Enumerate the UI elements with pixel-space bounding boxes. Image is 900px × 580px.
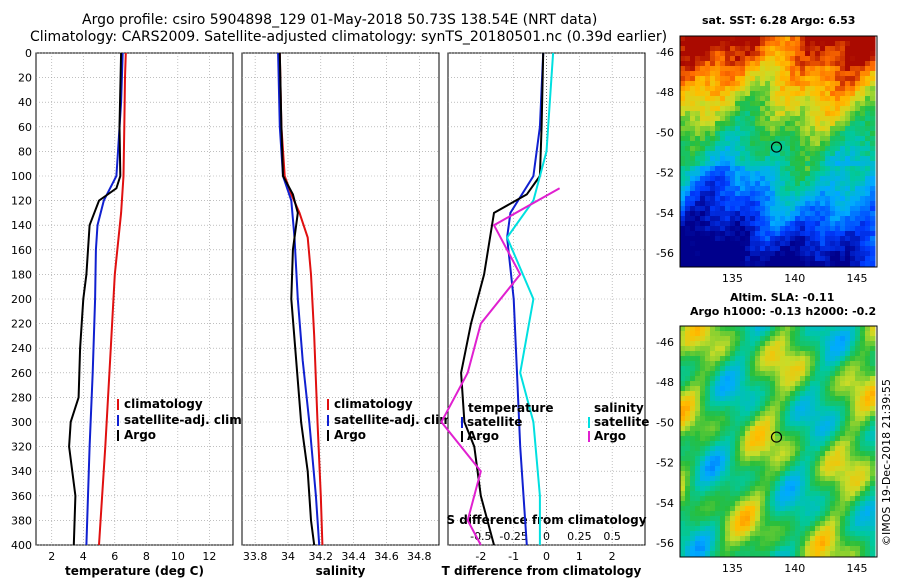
sst-lat-tick: -50 bbox=[656, 126, 674, 139]
depth-tick-label: 40 bbox=[18, 96, 32, 109]
salinity-tick-label: 34.6 bbox=[374, 550, 399, 563]
sla-lat-tick: -52 bbox=[656, 457, 674, 470]
diff-series-1 bbox=[460, 52, 545, 546]
depth-tick-label: 360 bbox=[11, 490, 32, 503]
legend-label: Argo bbox=[467, 429, 499, 443]
sla-map-frame bbox=[679, 325, 878, 558]
depth-tick-label: 140 bbox=[11, 219, 32, 232]
sdiff-tick-label: -0.25 bbox=[499, 530, 527, 543]
salinity-tick-label: 34 bbox=[281, 550, 295, 563]
salinity-tick-label: 33.8 bbox=[243, 550, 268, 563]
depth-tick-label: 120 bbox=[11, 195, 32, 208]
sdiff-axis-label: S difference from climatology bbox=[446, 513, 646, 527]
diff-series-3 bbox=[440, 187, 561, 546]
plot-frame-1 bbox=[35, 52, 234, 546]
sst-map-field bbox=[680, 36, 876, 267]
sla-map-title: Altim. SLA: -0.11 bbox=[730, 291, 835, 304]
sla-map-subtitle: Argo h1000: -0.13 h2000: -0.2 bbox=[690, 305, 877, 318]
sdiff-tick-label: 0.25 bbox=[567, 530, 592, 543]
temp-axis-label: temperature (deg C) bbox=[65, 564, 204, 578]
sst-lat-tick: -48 bbox=[656, 86, 674, 99]
depth-tick-label: 0 bbox=[25, 47, 32, 60]
depth-tick-label: 280 bbox=[11, 391, 32, 404]
depth-tick-label: 300 bbox=[11, 416, 32, 429]
sdiff-tick-label: 0.5 bbox=[603, 530, 621, 543]
depth-tick-label: 400 bbox=[11, 539, 32, 552]
temp-tick-label: 2 bbox=[48, 550, 55, 563]
sst-lon-tick: 145 bbox=[847, 272, 868, 285]
depth-tick-label: 380 bbox=[11, 514, 32, 527]
temp-tick-label: 8 bbox=[143, 550, 150, 563]
depth-tick-label: 340 bbox=[11, 465, 32, 478]
temp-tick-label: 4 bbox=[80, 550, 87, 563]
temp-tick-label: 10 bbox=[171, 550, 185, 563]
depth-tick-label: 20 bbox=[18, 72, 32, 85]
legend-label: satellite-adj. clim. bbox=[124, 413, 246, 427]
sla-lat-tick: -48 bbox=[656, 376, 674, 389]
sla-map-field bbox=[680, 326, 876, 557]
sst-lat-tick: -56 bbox=[656, 247, 674, 260]
depth-tick-label: 60 bbox=[18, 121, 32, 134]
sst-map-frame bbox=[679, 35, 878, 268]
sdiff-tick-label: 0 bbox=[543, 530, 550, 543]
sla-lon-tick: 140 bbox=[784, 562, 805, 575]
sst-lat-tick: -54 bbox=[656, 207, 674, 220]
legend-label: Argo bbox=[124, 428, 156, 442]
sla-lat-tick: -56 bbox=[656, 537, 674, 550]
depth-tick-label: 260 bbox=[11, 367, 32, 380]
sst-lat-tick: -52 bbox=[656, 167, 674, 180]
sla-argo-marker bbox=[770, 431, 783, 443]
legend-label: Argo bbox=[594, 429, 626, 443]
depth-tick-label: 100 bbox=[11, 170, 32, 183]
sla-lat-tick: -50 bbox=[656, 416, 674, 429]
sla-lat-tick: -46 bbox=[656, 336, 674, 349]
temp-tick-label: 6 bbox=[111, 550, 118, 563]
sla-lon-tick: 135 bbox=[722, 562, 743, 575]
depth-tick-label: 80 bbox=[18, 145, 32, 158]
diff-series-2 bbox=[505, 52, 555, 545]
depth-tick-label: 180 bbox=[11, 268, 32, 281]
legend-label: climatology bbox=[334, 397, 413, 411]
salinity-axis-label: salinity bbox=[316, 564, 366, 578]
tdiff-tick-label: -1 bbox=[508, 550, 519, 563]
tdiff-axis-label: T difference from climatology bbox=[442, 564, 642, 578]
salinity-tick-label: 34.4 bbox=[341, 550, 366, 563]
plot-frame-2 bbox=[241, 52, 440, 546]
sla-lon-tick: 145 bbox=[847, 562, 868, 575]
salinity-tick-label: 34.8 bbox=[407, 550, 432, 563]
depth-tick-label: 160 bbox=[11, 244, 32, 257]
legend-title-salinity: salinity bbox=[594, 401, 644, 415]
sst-lat-tick: -46 bbox=[656, 46, 674, 59]
salinity-series-2 bbox=[278, 52, 316, 546]
legend-label: satellite bbox=[594, 415, 649, 429]
legend-label: satellite-adj. clim. bbox=[334, 413, 456, 427]
depth-tick-label: 240 bbox=[11, 342, 32, 355]
tdiff-tick-label: 0 bbox=[543, 550, 550, 563]
depth-tick-label: 220 bbox=[11, 318, 32, 331]
legend-label: satellite bbox=[467, 415, 522, 429]
tdiff-tick-label: -2 bbox=[475, 550, 486, 563]
depth-tick-label: 320 bbox=[11, 441, 32, 454]
title-line-1: Argo profile: csiro 5904898_129 01-May-2… bbox=[82, 12, 598, 28]
sst-argo-marker bbox=[770, 141, 783, 153]
salinity-series-0 bbox=[278, 52, 324, 546]
salinity-tick-label: 34.2 bbox=[309, 550, 334, 563]
sst-lon-tick: 135 bbox=[722, 272, 743, 285]
temp-tick-label: 12 bbox=[202, 550, 216, 563]
legend-label: climatology bbox=[124, 397, 203, 411]
legend-label: Argo bbox=[334, 428, 366, 442]
sst-map-title: sat. SST: 6.28 Argo: 6.53 bbox=[702, 14, 856, 27]
title-line-2: Climatology: CARS2009. Satellite-adjuste… bbox=[30, 29, 668, 45]
tdiff-tick-label: 2 bbox=[609, 550, 616, 563]
tdiff-tick-label: 1 bbox=[576, 550, 583, 563]
temp-series-2 bbox=[68, 52, 123, 546]
legend-title-temperature: temperature bbox=[468, 401, 553, 415]
sla-lat-tick: -54 bbox=[656, 497, 674, 510]
sst-lon-tick: 140 bbox=[784, 272, 805, 285]
temp-series-0 bbox=[98, 52, 127, 546]
depth-tick-label: 200 bbox=[11, 293, 32, 306]
